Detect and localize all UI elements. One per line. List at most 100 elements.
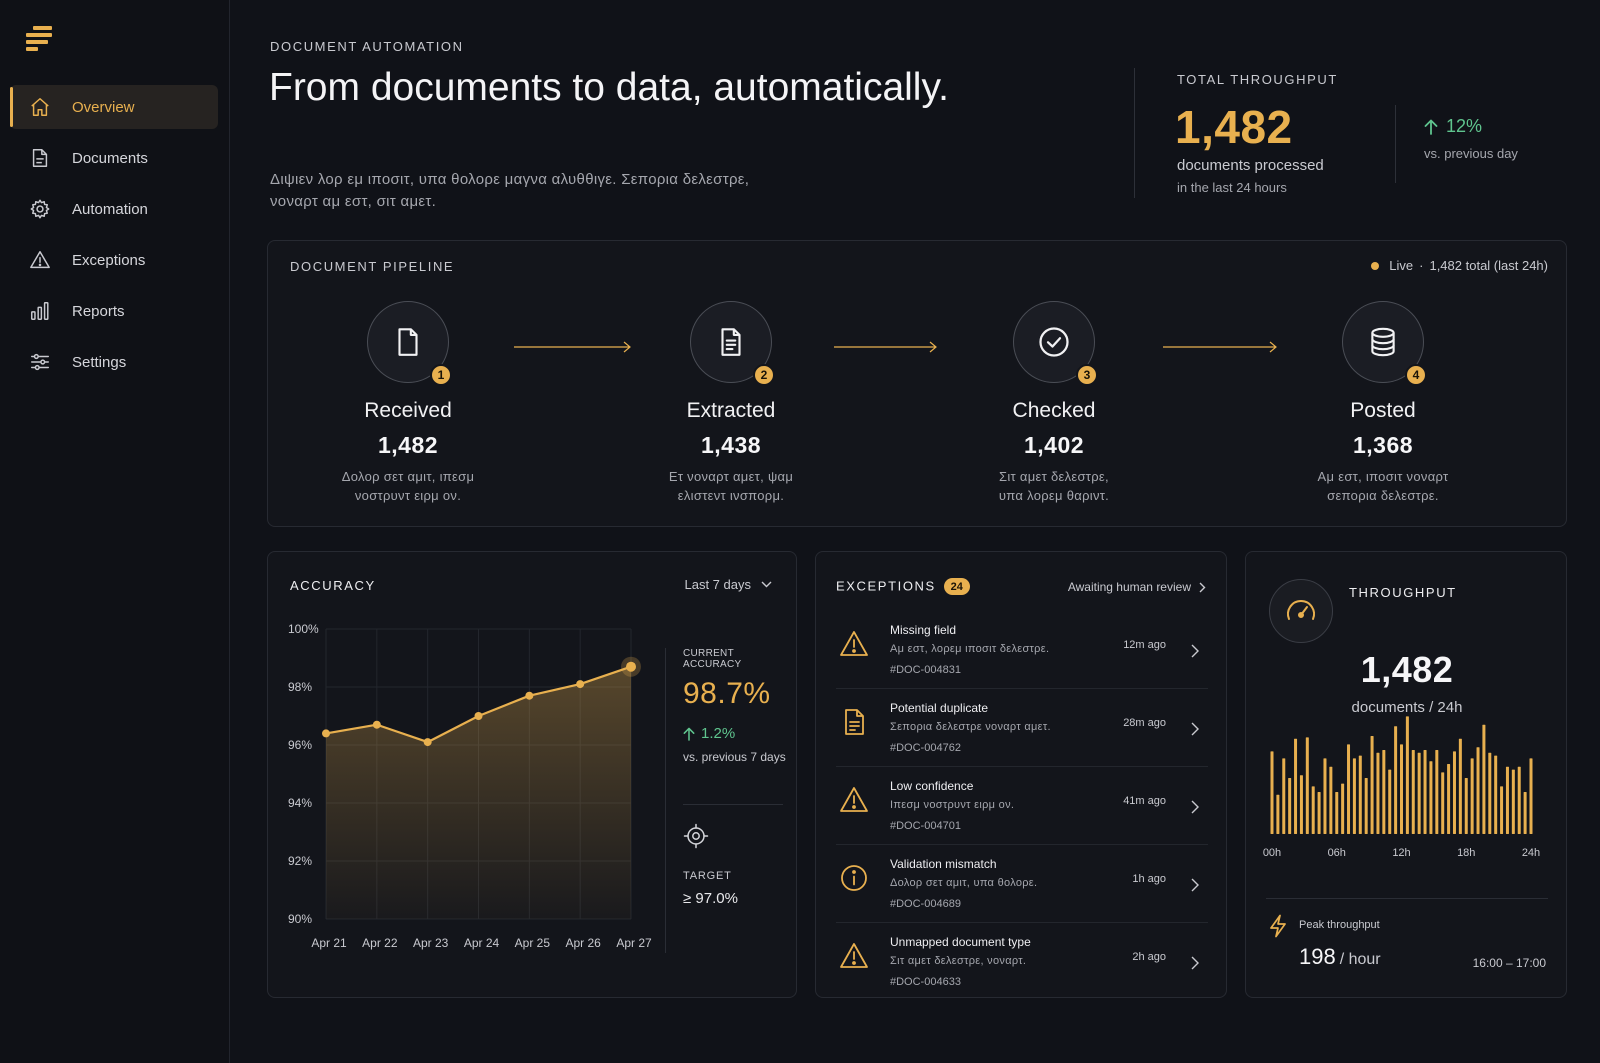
y-tick-label: 94% xyxy=(288,796,312,810)
file-icon xyxy=(398,328,418,356)
throughput-bar xyxy=(1400,744,1403,834)
lightning-icon xyxy=(1270,914,1286,938)
throughput-bar xyxy=(1352,758,1356,834)
data-point xyxy=(474,712,483,720)
exception-description: Σιτ αμετ δελεστρε, νοναρτ. xyxy=(890,955,1027,967)
throughput-bar xyxy=(1429,761,1433,834)
gear-icon xyxy=(28,197,52,221)
throughput-bar xyxy=(1370,736,1374,834)
y-tick-label: 98% xyxy=(288,680,312,694)
throughput-bar xyxy=(1529,758,1533,834)
throughput-bar xyxy=(1364,778,1368,834)
throughput-bar xyxy=(1382,750,1386,834)
info-icon xyxy=(841,865,867,891)
exception-description: Ιπεσμ νοστρυντ ειρμ ον. xyxy=(890,799,1015,811)
exception-document-id: #DOC-004831 xyxy=(890,664,961,676)
throughput-bar-chart: 00h 06h 12h 18h 24h xyxy=(1263,716,1540,859)
divider xyxy=(1395,105,1396,183)
exception-item[interactable]: Missing field Αμ εστ, λορεμ ιποσιτ δελεσ… xyxy=(836,611,1208,689)
stage-description-line: Ετ νοναρτ αμετ, ψαμ xyxy=(668,469,794,484)
throughput-value: 1,482 xyxy=(1360,649,1454,690)
divider xyxy=(683,804,783,805)
throughput-bar xyxy=(1511,769,1515,834)
peak-unit: / hour xyxy=(1339,951,1381,968)
date-range-value: Last 7 days xyxy=(684,577,752,592)
sidebar-item-overview[interactable]: Overview xyxy=(10,85,218,129)
exceptions-list: Missing field Αμ εστ, λορεμ ιποσιτ δελεσ… xyxy=(836,611,1208,1001)
throughput-bar xyxy=(1305,737,1309,834)
y-tick-label: 100% xyxy=(288,622,319,636)
throughput-bar xyxy=(1441,772,1445,834)
pipeline-stage-received[interactable]: 1 Received 1,482 Δολορ σετ αμιτ, ιπεσμ ν… xyxy=(298,301,518,505)
sidebar-item-documents[interactable]: Documents xyxy=(10,136,218,180)
peak-value: 198 xyxy=(1299,944,1336,969)
bar-chart-icon xyxy=(28,299,52,323)
sidebar-item-reports[interactable]: Reports xyxy=(10,289,218,333)
sidebar-item-label: Exceptions xyxy=(72,251,146,269)
throughput-title: THROUGHPUT xyxy=(1349,585,1457,600)
pipeline-stage-checked[interactable]: 3 Checked 1,402 Σιτ αμετ δελεστρε, υπα λ… xyxy=(944,301,1164,505)
sidebar-item-exceptions[interactable]: Exceptions xyxy=(10,238,218,282)
warning-icon xyxy=(840,631,868,656)
throughput-bar xyxy=(1347,744,1351,834)
sidebar-item-automation[interactable]: Automation xyxy=(10,187,218,231)
stage-description-line: Σιτ αμετ δελεστρε, xyxy=(999,469,1109,484)
throughput-label: documents / 24h xyxy=(1351,699,1463,716)
live-dot-icon xyxy=(1371,261,1380,270)
chevron-right-icon xyxy=(1191,800,1199,814)
throughput-card: THROUGHPUT 1,482 documents / 24h 00h 06h 1… xyxy=(1245,551,1567,998)
x-tick-label: 06h xyxy=(1328,847,1346,859)
stage-count: 1,402 xyxy=(1023,432,1085,458)
sidebar-item-label: Documents xyxy=(72,149,148,167)
stage-icon-circle: 1 xyxy=(367,301,452,386)
exception-item[interactable]: Unmapped document type Σιτ αμετ δελεστρε… xyxy=(836,923,1208,1001)
throughput-bar xyxy=(1323,758,1327,834)
stage-icon-circle: 3 xyxy=(1013,301,1098,386)
x-tick-label: Apr 25 xyxy=(515,936,551,950)
x-tick-label: Apr 26 xyxy=(565,936,601,950)
throughput-bar xyxy=(1411,750,1415,834)
throughput-bar xyxy=(1405,716,1409,834)
x-tick-label: Apr 22 xyxy=(362,936,398,950)
chevron-right-icon xyxy=(1191,644,1199,658)
change-value: 12% xyxy=(1446,116,1483,136)
stage-icon-circle: 2 xyxy=(690,301,775,386)
stacked-bars-logo-icon[interactable] xyxy=(24,24,54,54)
throughput-bar xyxy=(1288,778,1292,834)
exception-item[interactable]: Validation mismatch Δολορ σετ αμιτ, υπα … xyxy=(836,845,1208,923)
pipeline-stage-extracted[interactable]: 2 Extracted 1,438 Ετ νοναρτ αμετ, ψαμ ελ… xyxy=(621,301,841,505)
stage-description-line: νοστρυντ ειρμ ον. xyxy=(354,488,462,503)
chevron-down-icon xyxy=(761,581,772,588)
speedometer-icon xyxy=(1287,600,1315,620)
throughput-bar xyxy=(1488,752,1492,834)
warning-icon xyxy=(840,943,868,968)
exception-item[interactable]: Potential duplicate Σεπορια δελεστρε νον… xyxy=(836,689,1208,767)
live-label: Live xyxy=(1389,258,1414,273)
x-tick-label: 24h xyxy=(1522,847,1540,859)
exception-item[interactable]: Low confidence Ιπεσμ νοστρυντ ειρμ ον. #… xyxy=(836,767,1208,845)
date-range-select[interactable]: Last 7 days xyxy=(685,577,773,592)
throughput-bar xyxy=(1458,738,1462,834)
warning-icon xyxy=(840,787,868,812)
chevron-right-icon xyxy=(1199,582,1206,592)
total-throughput-label: TOTAL THROUGHPUT xyxy=(1177,72,1338,87)
target-label: TARGET xyxy=(683,870,732,882)
throughput-bar xyxy=(1311,786,1315,834)
throughput-bar xyxy=(1294,738,1298,834)
stage-description: Σιτ αμετ δελεστρε, υπα λορεμ θαριντ. xyxy=(944,467,1164,505)
pipeline-stage-posted[interactable]: 4 Posted 1,368 Αμ εστ, ιποσιτ νοναρτ σεπ… xyxy=(1273,301,1493,505)
throughput-bar xyxy=(1517,766,1521,834)
stage-description: Αμ εστ, ιποσιτ νοναρτ σεπορια δελεστρε. xyxy=(1273,467,1493,505)
sidebar-item-settings[interactable]: Settings xyxy=(10,340,218,384)
document-icon xyxy=(28,146,52,170)
data-point xyxy=(626,661,636,672)
target-icon xyxy=(683,823,709,849)
exceptions-count-badge: 24 xyxy=(943,578,970,595)
exception-time: 1h ago xyxy=(1132,873,1166,885)
chevron-right-icon xyxy=(1191,722,1199,736)
chevron-right-icon xyxy=(1191,956,1199,970)
awaiting-review-link[interactable]: Awaiting human review xyxy=(1068,580,1206,594)
arrow-up-icon xyxy=(1424,119,1438,135)
throughput-bar xyxy=(1435,750,1439,834)
arrow-right-icon xyxy=(514,341,631,353)
